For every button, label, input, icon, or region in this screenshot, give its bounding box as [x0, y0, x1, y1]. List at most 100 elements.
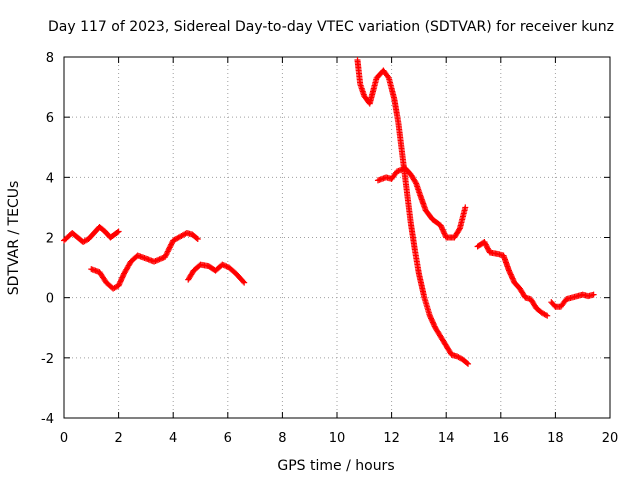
- data-point: [429, 319, 436, 326]
- series-arc-4: [354, 57, 472, 367]
- data-points: [61, 57, 597, 367]
- data-point: [384, 73, 391, 80]
- data-point: [118, 275, 125, 282]
- chart-title: Day 117 of 2023, Sidereal Day-to-day VTE…: [48, 19, 614, 35]
- data-point: [485, 246, 492, 253]
- data-point: [115, 282, 122, 289]
- data-point: [509, 275, 516, 282]
- x-tick-label: 10: [329, 431, 346, 446]
- data-point: [439, 226, 446, 233]
- data-point: [240, 278, 247, 285]
- y-tick-label: 4: [46, 171, 54, 186]
- data-point: [428, 316, 435, 323]
- data-point: [193, 235, 200, 242]
- data-point: [120, 271, 127, 278]
- x-tick-label: 16: [493, 431, 510, 446]
- data-point: [544, 312, 551, 319]
- data-point: [116, 281, 123, 288]
- data-point: [507, 271, 514, 278]
- data-point: [505, 267, 512, 274]
- data-point: [506, 268, 513, 275]
- y-tick-label: -2: [41, 352, 54, 367]
- data-point: [483, 242, 490, 249]
- data-point: [223, 263, 230, 270]
- data-point: [484, 244, 491, 251]
- x-tick-label: 14: [438, 431, 455, 446]
- data-point: [431, 323, 438, 330]
- data-point: [117, 278, 124, 285]
- data-point: [437, 222, 444, 229]
- data-point: [165, 247, 172, 254]
- x-axis-label: GPS time / hours: [277, 458, 394, 474]
- data-point: [590, 291, 597, 298]
- data-point: [220, 262, 227, 269]
- x-tick-label: 6: [224, 431, 232, 446]
- data-point: [219, 261, 226, 268]
- data-point: [481, 239, 488, 246]
- data-point: [438, 223, 445, 230]
- data-point: [166, 245, 173, 252]
- data-point: [167, 243, 174, 250]
- x-tick-label: 2: [114, 431, 122, 446]
- data-point: [116, 279, 123, 286]
- data-point: [162, 254, 169, 261]
- y-axis: -4 -2 0 2 4 6 8: [41, 51, 610, 427]
- y-tick-label: 6: [46, 111, 54, 126]
- data-point: [441, 230, 448, 237]
- data-point: [115, 228, 122, 235]
- data-point: [429, 318, 436, 325]
- data-point: [166, 244, 173, 251]
- data-point: [168, 241, 175, 248]
- x-tick-label: 0: [60, 431, 68, 446]
- data-point: [508, 272, 515, 279]
- series-arc-5: [374, 165, 469, 241]
- data-point: [427, 314, 434, 321]
- series-arc-2: [88, 229, 201, 292]
- data-point: [241, 279, 248, 286]
- x-tick-label: 18: [547, 431, 564, 446]
- x-tick-label: 4: [169, 431, 177, 446]
- data-point: [484, 245, 491, 252]
- data-point: [482, 240, 489, 247]
- y-tick-label: 8: [46, 51, 54, 66]
- series-arc-3: [185, 261, 248, 286]
- data-point: [430, 320, 437, 327]
- data-point: [465, 360, 472, 367]
- series-arc-7: [548, 291, 597, 310]
- data-point: [114, 229, 121, 236]
- data-point: [222, 262, 229, 269]
- data-point: [507, 270, 514, 277]
- y-tick-label: 0: [46, 292, 54, 307]
- data-point: [431, 322, 438, 329]
- data-point: [119, 274, 126, 281]
- data-point: [164, 248, 171, 255]
- data-point: [162, 252, 169, 259]
- data-point: [482, 241, 489, 248]
- data-point: [428, 315, 435, 322]
- data-point: [456, 226, 463, 233]
- data-point: [509, 274, 516, 281]
- x-tick-label: 12: [383, 431, 400, 446]
- data-point: [168, 240, 175, 247]
- x-tick-label: 20: [602, 431, 619, 446]
- data-point: [440, 227, 447, 234]
- y-tick-label: -4: [41, 412, 54, 427]
- series-arc-1: [61, 223, 122, 246]
- data-point: [194, 236, 201, 243]
- x-axis: 0 2 4 6 8 10 12 14 16 18 20: [60, 57, 618, 446]
- data-point: [463, 359, 470, 366]
- data-point: [163, 251, 170, 258]
- data-point: [426, 312, 433, 319]
- y-tick-label: 2: [46, 232, 54, 247]
- data-point: [440, 229, 447, 236]
- data-point: [164, 249, 171, 256]
- data-point: [119, 273, 126, 280]
- x-tick-label: 8: [278, 431, 286, 446]
- data-point: [510, 276, 517, 283]
- y-axis-label: SDTVAR / TECUs: [6, 181, 22, 296]
- data-point: [118, 277, 125, 284]
- data-point: [438, 225, 445, 232]
- data-point: [542, 311, 549, 318]
- data-point: [412, 179, 419, 186]
